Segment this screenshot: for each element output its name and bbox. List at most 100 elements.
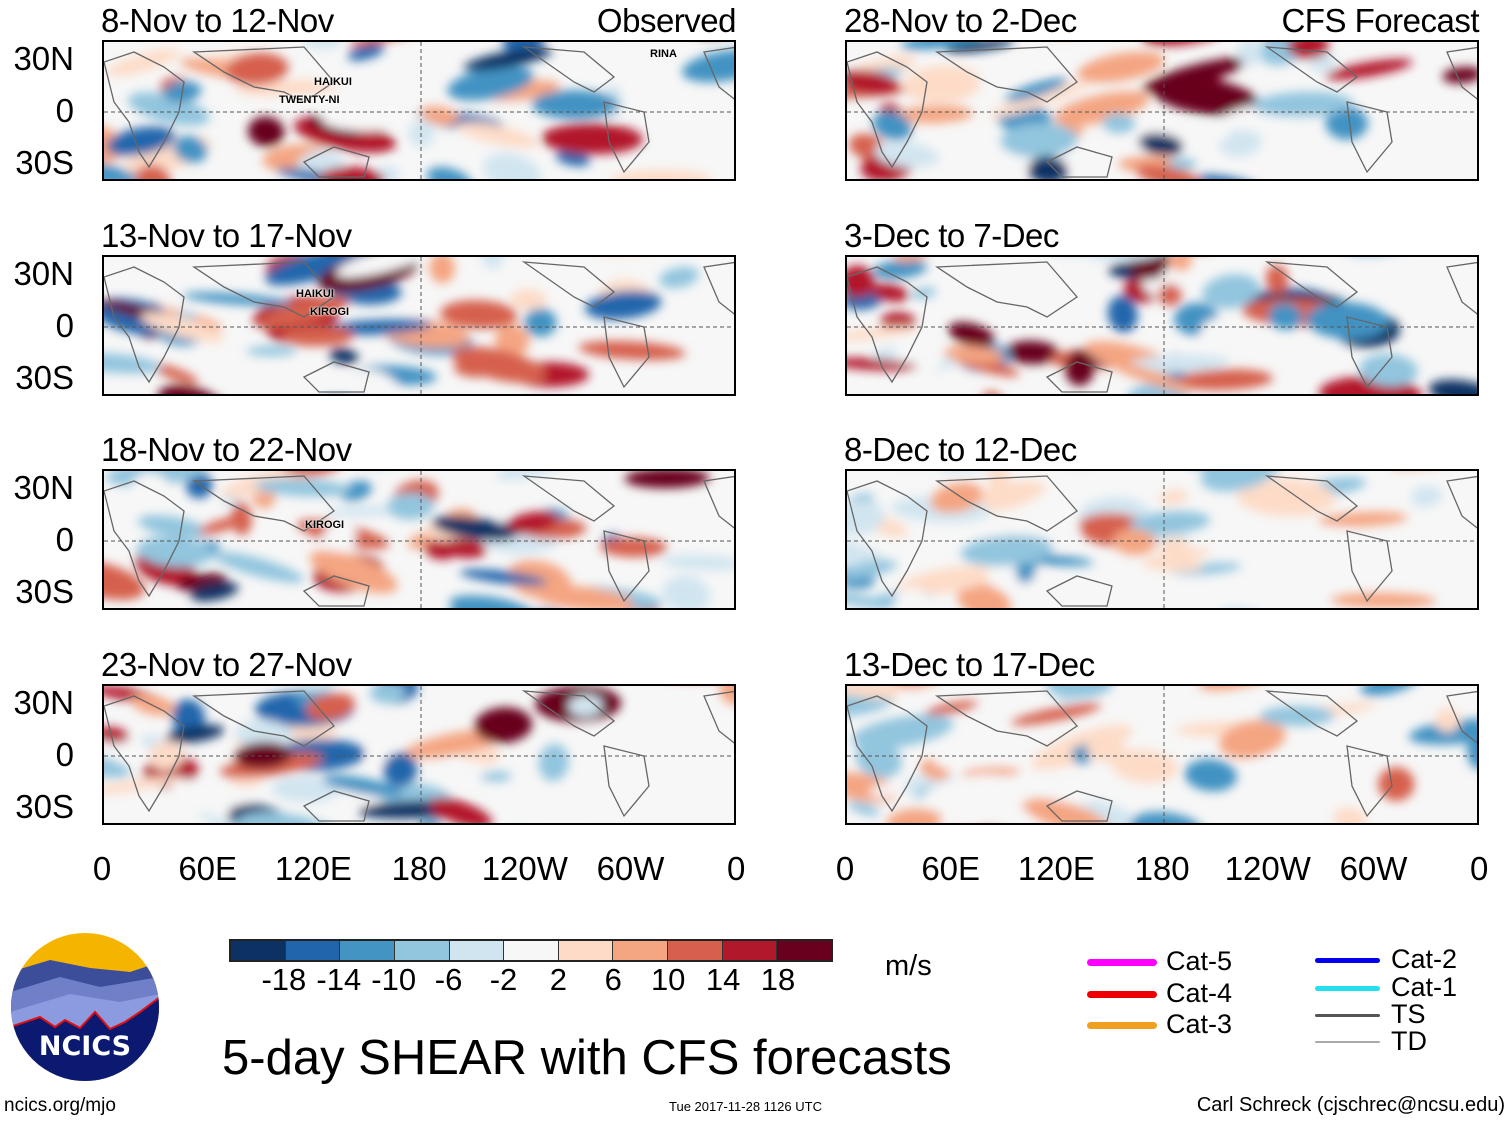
shear-contour <box>323 521 357 552</box>
shear-contour <box>981 391 1004 394</box>
gridlines <box>847 257 1477 394</box>
colorbar-label: -2 <box>489 962 518 997</box>
shear-contour <box>948 823 1024 825</box>
shear-contour <box>275 167 384 179</box>
shear-contour <box>483 152 542 179</box>
shear-contour <box>463 47 553 71</box>
shear-contour <box>1167 257 1192 272</box>
shear-contour <box>1428 379 1477 394</box>
colorbar-label: -14 <box>316 962 362 997</box>
shear-contour <box>1202 274 1260 309</box>
shear-field <box>847 42 1477 179</box>
shear-contour <box>847 265 875 298</box>
gridlines <box>847 471 1477 608</box>
shear-contour <box>128 92 210 126</box>
shear-contour <box>1325 106 1368 140</box>
shear-contour <box>1000 122 1078 158</box>
lon-label: 180 <box>391 850 447 887</box>
shear-contour <box>104 750 131 778</box>
shear-contour <box>104 560 145 600</box>
shear-contour <box>383 752 418 787</box>
shear-contour <box>305 116 359 138</box>
shear-contour <box>930 482 983 513</box>
lon-label: 60E <box>921 850 981 887</box>
shear-contour <box>1004 340 1059 365</box>
colorbar-label: 2 <box>549 962 568 997</box>
shear-contour <box>1259 706 1335 726</box>
colorbar-swatch <box>449 941 505 960</box>
lon-label: 0 <box>835 850 855 887</box>
colorbar-label: -6 <box>434 962 463 997</box>
shear-contour <box>1028 156 1068 179</box>
shear-contour <box>1320 527 1355 553</box>
shear-contour <box>872 111 912 141</box>
colorbar-swatch <box>722 941 778 960</box>
shear-contour <box>1442 66 1477 84</box>
shear-contour <box>138 514 209 539</box>
shear-contour <box>309 550 398 594</box>
shear-contour <box>298 686 340 693</box>
shear-contour <box>424 540 456 560</box>
shear-contour <box>1309 54 1337 72</box>
shear-contour <box>1389 164 1467 179</box>
colorbar-label: 6 <box>604 962 622 997</box>
shear-contour <box>1287 42 1330 59</box>
shear-contour <box>1129 811 1205 823</box>
site-url[interactable]: ncics.org/mjo <box>4 1095 116 1116</box>
shear-contour <box>225 52 289 86</box>
shear-contour <box>607 571 636 583</box>
shear-contour <box>1065 349 1095 386</box>
shear-map-panel <box>102 40 736 181</box>
shear-contour <box>408 115 435 148</box>
colorbar-label: 18 <box>760 962 796 997</box>
coastlines <box>847 261 1477 393</box>
shear-contour <box>555 150 591 167</box>
figure-title: 5-day SHEAR with CFS forecasts <box>222 1031 952 1085</box>
shear-contour <box>1184 759 1237 792</box>
coastlines <box>847 46 1477 178</box>
shear-map-panel <box>845 469 1479 610</box>
shear-contour <box>457 122 540 148</box>
legend-label: TS <box>1391 999 1426 1029</box>
panel-source-tag: Observed <box>596 2 737 39</box>
colorbar-swatch <box>504 941 559 960</box>
shear-contour <box>893 587 931 608</box>
shear-contour <box>1435 708 1460 733</box>
shear-contour <box>1077 51 1165 83</box>
shear-contour <box>1172 562 1242 576</box>
logo-text: NCICS <box>39 1031 131 1062</box>
shear-contour <box>924 700 978 716</box>
shear-contour <box>1340 257 1418 260</box>
lat-label: 0 <box>55 736 74 773</box>
shear-contour <box>1388 471 1479 473</box>
shear-contour <box>1219 719 1286 759</box>
lat-label: 0 <box>55 521 74 558</box>
colorbar-label: -18 <box>261 962 307 997</box>
shear-contour <box>600 537 668 558</box>
shear-contour <box>451 346 547 384</box>
shear-contour <box>281 326 354 347</box>
panel-title: 8-Nov to 12-Nov <box>101 2 334 39</box>
legend-label: Cat-2 <box>1391 944 1458 974</box>
lon-label: 120W <box>1224 850 1311 887</box>
shear-contour <box>104 125 124 164</box>
shear-contour <box>106 48 180 77</box>
shear-contour <box>449 760 495 790</box>
shear-contour <box>851 714 954 749</box>
shear-contour <box>1129 511 1211 535</box>
panel-title: 23-Nov to 27-Nov <box>101 646 352 683</box>
shear-contour <box>459 569 548 586</box>
colorbar-units: m/s <box>885 950 932 982</box>
shear-contour <box>1174 369 1273 391</box>
gridlines <box>104 471 734 608</box>
shear-contour <box>340 480 372 502</box>
lon-label: 0 <box>92 850 112 887</box>
panel-title: 13-Nov to 17-Nov <box>101 217 352 254</box>
panel-title: 8-Dec to 12-Dec <box>844 431 1077 468</box>
shear-contour <box>880 312 916 331</box>
colorbar-label: 14 <box>705 962 741 997</box>
shear-contour <box>198 515 247 535</box>
shear-contour <box>578 340 686 360</box>
shear-contour <box>1408 718 1477 745</box>
shear-contour <box>1111 749 1178 784</box>
